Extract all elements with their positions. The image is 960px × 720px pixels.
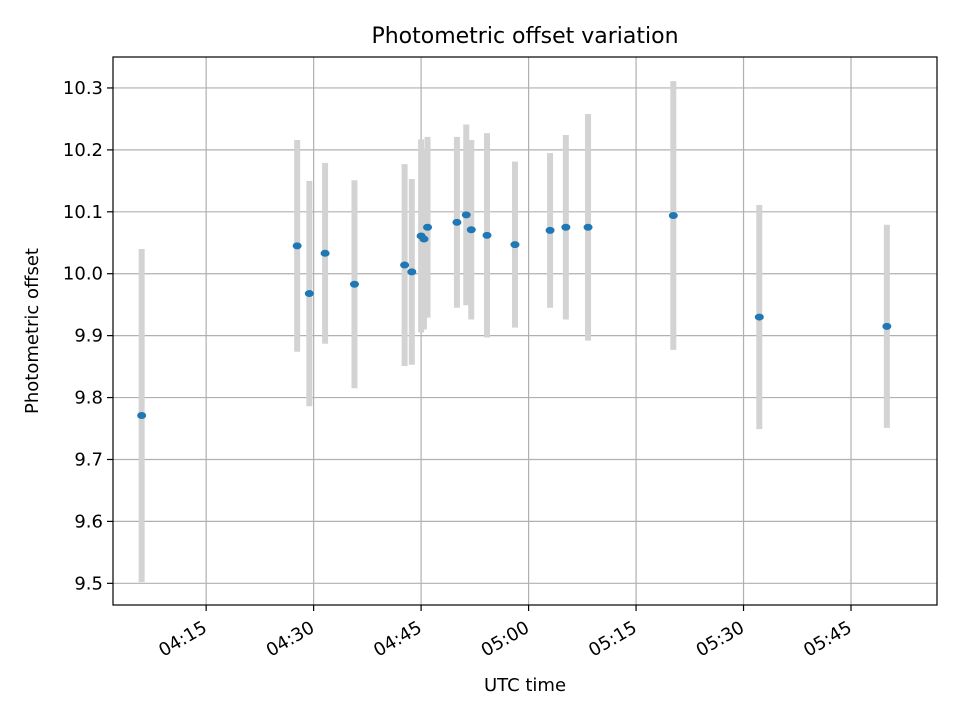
- y-tick-label: 9.8: [74, 388, 103, 409]
- y-tick-label: 9.7: [74, 449, 103, 470]
- data-point: [561, 223, 571, 231]
- data-points: [137, 211, 892, 420]
- data-point: [882, 322, 892, 330]
- data-point: [400, 261, 410, 269]
- y-axis-label: Photometric offset: [22, 248, 43, 414]
- y-tick-label: 10.3: [63, 78, 103, 99]
- data-point: [482, 231, 492, 239]
- y-tick-label: 10.2: [63, 140, 103, 161]
- data-point: [452, 218, 462, 226]
- data-point: [292, 242, 302, 250]
- y-tick-label: 9.6: [74, 511, 103, 532]
- data-point: [545, 226, 555, 234]
- data-point: [668, 212, 678, 220]
- data-point: [466, 226, 476, 234]
- y-tick-label: 10.1: [63, 202, 103, 223]
- data-point: [461, 211, 471, 219]
- data-point: [419, 235, 429, 243]
- data-point: [349, 280, 359, 288]
- data-point: [583, 223, 593, 231]
- data-point: [407, 268, 417, 276]
- y-tick-label: 9.5: [74, 573, 103, 594]
- data-point: [423, 223, 433, 231]
- data-point: [304, 290, 314, 298]
- data-point: [137, 412, 147, 420]
- y-tick-label: 10.0: [63, 264, 103, 285]
- x-axis-label: UTC time: [484, 675, 566, 696]
- y-axis-ticks: 9.5 9.6 9.7 9.8 9.9 10.0 10.1 10.2 10.3: [63, 78, 113, 594]
- chart-title: Photometric offset variation: [371, 24, 678, 49]
- data-point: [754, 313, 764, 321]
- plot-frame: [112, 56, 938, 606]
- y-tick-label: 9.9: [74, 326, 103, 347]
- data-point: [320, 249, 330, 257]
- data-point: [510, 241, 520, 249]
